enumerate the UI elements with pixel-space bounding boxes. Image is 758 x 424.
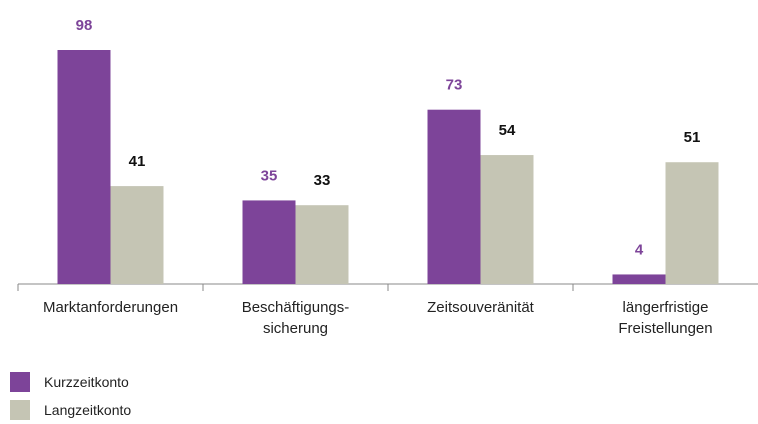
bar: [612, 274, 666, 284]
bar: [295, 205, 349, 284]
value-label: 33: [314, 172, 331, 189]
bar: [57, 50, 111, 284]
value-label: 41: [129, 153, 146, 170]
value-label: 54: [499, 122, 516, 139]
legend-swatch: [10, 372, 30, 392]
value-label: 35: [261, 167, 278, 184]
value-label: 4: [635, 241, 644, 258]
value-label: 51: [684, 129, 701, 146]
value-label: 73: [446, 77, 463, 94]
x-tick-label: sicherung: [263, 320, 328, 337]
x-tick-label: Zeitsouveränität: [427, 299, 535, 316]
x-tick-label: Beschäftigungs-: [242, 299, 350, 316]
bar: [480, 155, 534, 284]
legend-label: Kurzzeitkonto: [44, 374, 129, 390]
value-label: 98: [76, 17, 93, 34]
bar: [427, 109, 481, 284]
bar: [665, 162, 719, 284]
x-tick-label: Marktanforderungen: [43, 299, 178, 316]
x-tick-label: Freistellungen: [618, 320, 712, 337]
legend-label: Langzeitkonto: [44, 402, 131, 418]
x-tick-label: längerfristige: [623, 299, 709, 316]
bar: [242, 200, 296, 284]
bar: [110, 186, 164, 284]
legend-swatch: [10, 400, 30, 420]
